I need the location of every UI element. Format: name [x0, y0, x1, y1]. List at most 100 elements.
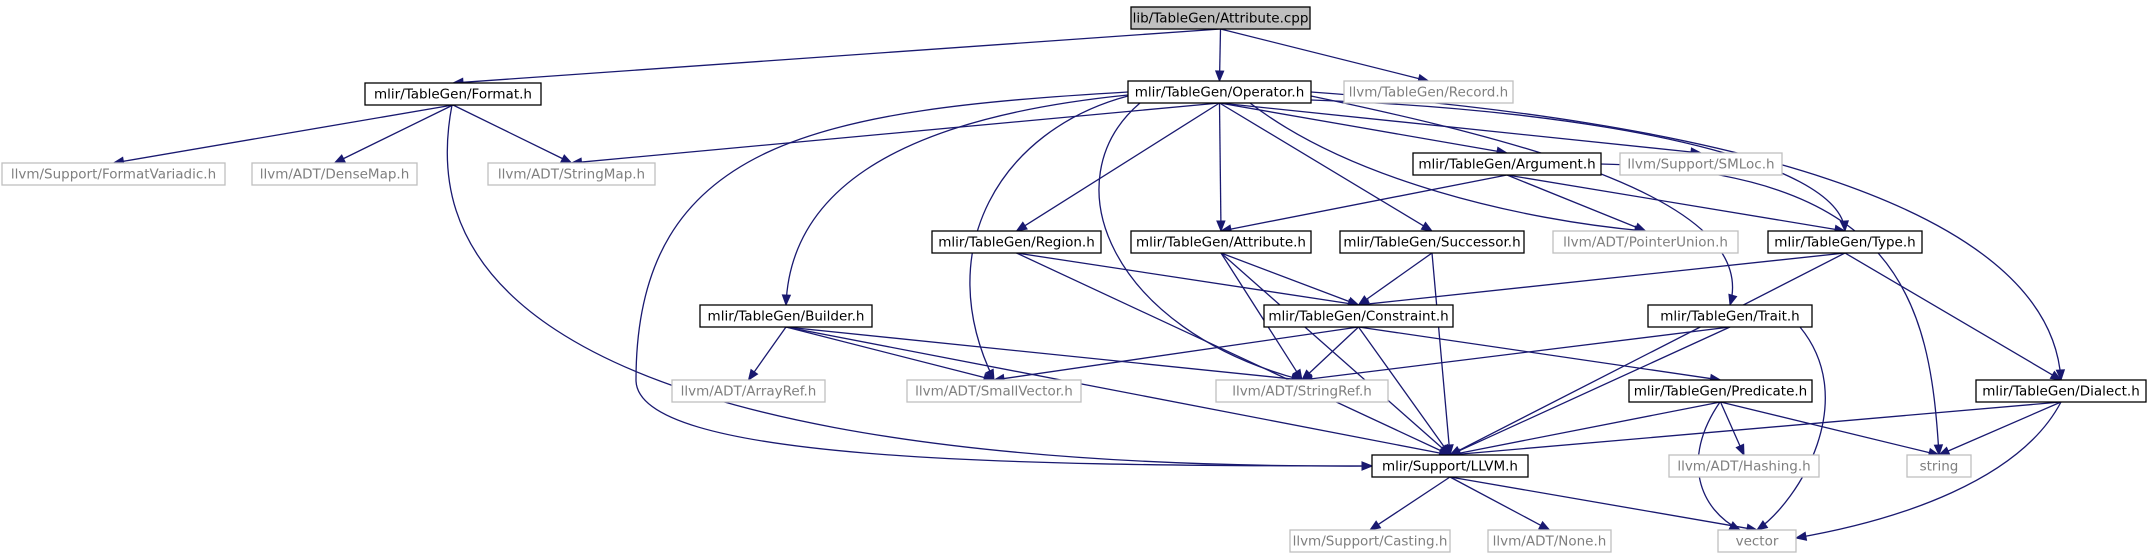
node-label: llvm/ADT/PointerUnion.h — [1563, 235, 1728, 251]
node-trait[interactable]: mlir/TableGen/Trait.h — [1647, 304, 1813, 328]
node-label: llvm/TableGen/Record.h — [1349, 85, 1508, 101]
node-smloc: llvm/Support/SMLoc.h — [1619, 152, 1783, 176]
node-format[interactable]: mlir/TableGen/Format.h — [364, 82, 542, 106]
node-label: mlir/TableGen/Type.h — [1774, 235, 1915, 251]
node-box — [1343, 80, 1514, 104]
node-label: mlir/TableGen/Builder.h — [708, 309, 865, 325]
edge-line — [785, 94, 1129, 306]
edge-arrowhead — [1420, 221, 1434, 232]
edge-line — [969, 95, 1129, 381]
edge-line — [1506, 174, 1836, 231]
node-box — [1619, 152, 1783, 176]
edge-builder-to-arrayref — [747, 326, 787, 382]
edge-argument-to-attributeh — [1219, 174, 1508, 234]
edge-line — [1219, 28, 1222, 72]
node-operator[interactable]: mlir/TableGen/Operator.h — [1127, 80, 1312, 104]
node-label: mlir/TableGen/Predicate.h — [1634, 384, 1807, 400]
node-box — [1668, 454, 1820, 478]
edge-line — [1230, 174, 1508, 230]
edge-arrowhead — [1755, 520, 1769, 531]
edge-line — [1220, 28, 1419, 80]
edge-arrowhead — [1347, 296, 1360, 306]
node-type[interactable]: mlir/TableGen/Type.h — [1767, 230, 1923, 254]
edge-arrowhead — [1361, 461, 1374, 471]
node-region[interactable]: mlir/TableGen/Region.h — [931, 230, 1102, 254]
edge-attributeh-to-llvmh — [1220, 252, 1452, 456]
edge-line — [1449, 476, 1748, 529]
edge-line — [1016, 252, 1442, 452]
node-box — [1717, 529, 1797, 553]
edge-line — [1358, 326, 1711, 380]
edge-line — [123, 104, 454, 162]
node-label: llvm/Support/Casting.h — [1293, 534, 1448, 550]
edge-arrowhead — [781, 294, 792, 307]
node-llvmh[interactable]: mlir/Support/LLVM.h — [1371, 454, 1529, 478]
node-box — [1339, 230, 1525, 254]
node-label: string — [1920, 459, 1959, 475]
edge-builder-to-smallvector — [785, 326, 996, 382]
node-vector: vector — [1717, 529, 1797, 553]
edges-layer — [112, 28, 2066, 541]
node-casting: llvm/Support/Casting.h — [1289, 529, 1451, 553]
node-box — [906, 379, 1082, 403]
nodes-layer: lib/TableGen/Attribute.cpp mlir/TableGen/… — [1, 6, 2147, 553]
node-hashing: llvm/ADT/Hashing.h — [1668, 454, 1820, 478]
edge-line — [1003, 326, 1359, 380]
edge-type-to-dialect — [1844, 252, 2063, 381]
node-box — [1647, 304, 1813, 328]
node-label: mlir/TableGen/Attribute.h — [1136, 235, 1306, 251]
edge-line — [635, 91, 1373, 467]
edge-line — [1431, 252, 1450, 446]
edge-line — [1697, 401, 1741, 531]
node-box — [671, 379, 826, 403]
edge-line — [1016, 252, 1349, 305]
node-successor[interactable]: mlir/TableGen/Successor.h — [1339, 230, 1525, 254]
edge-line — [1459, 401, 2062, 455]
edge-arrowhead — [985, 368, 995, 382]
node-label: vector — [1736, 534, 1779, 550]
edge-format-to-densemap — [333, 104, 454, 164]
edge-line — [785, 326, 985, 379]
edge-operator-to-successor — [1219, 102, 1434, 232]
node-label: mlir/TableGen/Successor.h — [1343, 235, 1520, 251]
edge-arrowhead — [559, 154, 573, 164]
node-argument[interactable]: mlir/TableGen/Argument.h — [1412, 152, 1602, 176]
edge-successor-to-llvmh — [1431, 252, 1454, 457]
edge-line — [1366, 252, 1433, 300]
node-stringmap: llvm/ADT/StringMap.h — [487, 162, 656, 186]
edge-trait-to-vector — [1755, 326, 1826, 531]
node-attributeh[interactable]: mlir/TableGen/Attribute.h — [1130, 230, 1312, 254]
node-label: llvm/Support/FormatVariadic.h — [11, 167, 216, 183]
node-dialect[interactable]: mlir/TableGen/Dialect.h — [1975, 379, 2147, 403]
edge-operator-to-builder — [781, 94, 1129, 307]
node-box — [1412, 152, 1602, 176]
node-arrayref: llvm/ADT/ArrayRef.h — [671, 379, 826, 403]
node-label: llvm/ADT/StringMap.h — [498, 167, 645, 183]
node-label: llvm/Support/SMLoc.h — [1627, 157, 1774, 173]
edge-line — [1506, 174, 1637, 228]
node-constraint[interactable]: mlir/TableGen/Constraint.h — [1263, 304, 1454, 328]
edge-type-to-constraint — [1357, 252, 1846, 309]
edge-line — [1720, 401, 1930, 454]
edge-root-to-record — [1220, 28, 1430, 84]
edge-line — [785, 326, 1293, 380]
edge-line — [581, 102, 1220, 163]
edge-line — [462, 28, 1221, 83]
edge-line — [1219, 102, 1424, 227]
node-label: mlir/TableGen/Format.h — [374, 87, 532, 103]
node-label: llvm/ADT/SmallVector.h — [915, 384, 1073, 400]
edge-arrowhead — [1839, 220, 1849, 233]
edge-region-to-llvmh — [1016, 252, 1452, 456]
edge-line — [1795, 401, 2062, 539]
node-builder[interactable]: mlir/TableGen/Builder.h — [699, 304, 873, 328]
node-predicate[interactable]: mlir/TableGen/Predicate.h — [1628, 379, 1813, 403]
edge-line — [1098, 102, 1303, 381]
edge-line — [1310, 95, 1734, 306]
edge-operator-to-smallvector — [969, 95, 1129, 382]
edge-arrowhead — [1015, 221, 1028, 232]
edge-constraint-to-llvmh — [1357, 326, 1451, 457]
edge-arrowhead — [1633, 222, 1647, 232]
edge-root-to-operator — [1214, 28, 1225, 83]
node-root[interactable]: lib/TableGen/Attribute.cpp — [1130, 6, 1311, 30]
node-box — [1487, 529, 1612, 553]
